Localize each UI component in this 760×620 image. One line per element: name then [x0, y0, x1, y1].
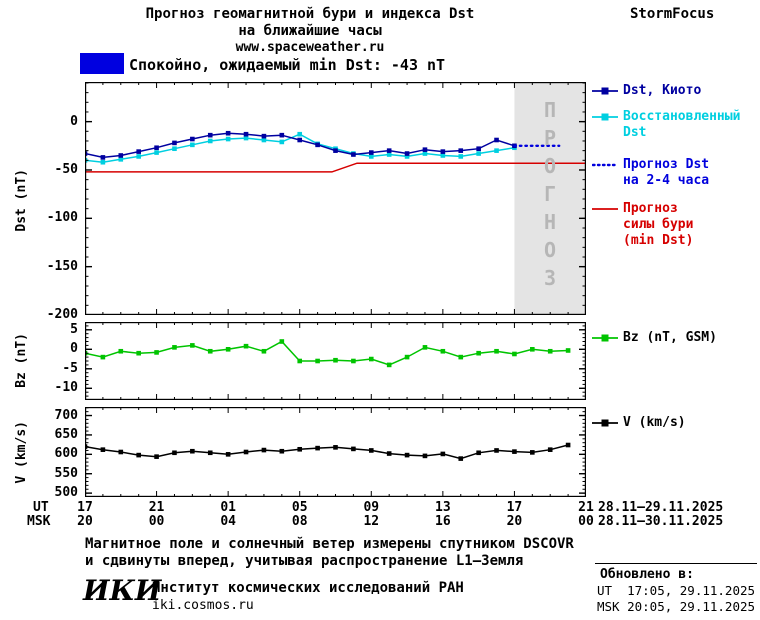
x-tick-label-ut: 21 [148, 500, 165, 515]
updated-divider [595, 563, 757, 564]
legend-forecast-storm: Прогноз силы бури (min Dst) [592, 201, 758, 249]
legend-bz: Bz (nT, GSM) [592, 330, 758, 346]
x-tick-label-msk: 20 [506, 514, 523, 529]
x-tick-label-msk: 04 [220, 514, 236, 529]
data-source-note-line1: Магнитное поле и солнечный ветер измерен… [85, 536, 574, 552]
updated-msk: MSK 20:05, 29.11.2025 [597, 599, 756, 614]
legend-forecast-dst-label: Прогноз Dst на 2-4 часа [623, 157, 710, 188]
bz-axis-label: Bz (nT) [14, 333, 29, 388]
v-chart [85, 407, 586, 497]
updated-ut: UT 17:05, 29.11.2025 [597, 583, 756, 598]
legend-dst-kyoto: Dst, Киото [592, 83, 758, 99]
y-tick-label: 500 [54, 485, 78, 501]
x-tick-label-msk: 00 [148, 514, 165, 529]
y-tick-label: -200 [46, 307, 78, 322]
x-tick-label-ut: 09 [363, 500, 380, 515]
x-tick-label-ut: 17 [77, 500, 93, 515]
legend-v-label: V (km/s) [623, 415, 686, 430]
status-text: Спокойно, ожидаемый min Dst: -43 nT [129, 56, 446, 74]
y-tick-label: -5 [62, 360, 78, 376]
x-tick-label-ut: 01 [220, 500, 236, 515]
legend-forecast-dst: Прогноз Dst на 2-4 часа [592, 157, 758, 189]
v-marker-icon [592, 419, 618, 427]
bz-chart [85, 322, 586, 400]
y-tick-label: -50 [54, 161, 78, 177]
msk-date-range: 28.11–30.11.2025 [598, 514, 724, 529]
x-tick-label-msk: 20 [77, 514, 93, 529]
legend-forecast-storm-label: Прогноз силы бури (min Dst) [623, 201, 694, 248]
x-tick-label-msk: 16 [435, 514, 451, 529]
y-tick-label: 0 [70, 341, 78, 357]
x-tick-label-ut: 13 [435, 500, 451, 515]
legend-restored-dst-label: Восстановленный Dst [623, 109, 741, 140]
brand-label: StormFocus [630, 6, 715, 22]
updated-label: Обновлено в: [600, 567, 694, 582]
y-tick-label: 5 [70, 321, 78, 337]
forecast-watermark: ПРОГНОЗ [543, 98, 557, 290]
x-tick-label-ut: 05 [291, 500, 308, 515]
msk-axis-label: MSK [27, 514, 51, 529]
restored-dst-marker-icon [592, 113, 618, 121]
x-tick-label-ut: 17 [506, 500, 523, 515]
dst-chart [85, 82, 586, 315]
bz-marker-icon [592, 334, 618, 342]
institute-site[interactable]: iki.cosmos.ru [152, 598, 254, 613]
y-tick-label: -100 [46, 210, 78, 226]
y-tick-label: 550 [54, 465, 78, 481]
y-tick-label: 0 [70, 113, 78, 129]
page-title-line2: на ближайшие часы [238, 23, 382, 39]
y-tick-label: -10 [54, 380, 78, 396]
legend-bz-label: Bz (nT, GSM) [623, 330, 717, 345]
x-tick-label-ut: 21 [578, 500, 594, 515]
legend-dst-kyoto-label: Dst, Киото [623, 83, 702, 98]
y-tick-label: -150 [46, 258, 78, 274]
y-tick-label: 650 [54, 426, 78, 442]
ut-axis-label: UT [33, 500, 49, 515]
x-tick-label-msk: 12 [363, 514, 380, 529]
x-tick-label-msk: 08 [291, 514, 308, 529]
institute-name: Институт космических исследований РАН [152, 580, 464, 596]
data-source-note-line2: и сдвинуты вперед, учитывая распростране… [85, 553, 524, 569]
forecast-storm-marker-icon [592, 208, 618, 210]
y-tick-label: 700 [54, 407, 78, 423]
forecast-dst-marker-icon [592, 163, 618, 167]
legend-restored-dst: Восстановленный Dst [592, 109, 758, 141]
iki-logo: ИКИ [83, 574, 162, 607]
page-title-line1: Прогноз геомагнитной бури и индекса Dst [145, 6, 475, 22]
x-tick-label-msk: 00 [578, 514, 594, 529]
v-axis-label: V (km/s) [14, 421, 29, 484]
status-color-box [80, 53, 124, 74]
dst-axis-label: Dst (nT) [14, 169, 29, 232]
dst-kyoto-marker-icon [592, 87, 618, 95]
y-tick-label: 600 [54, 446, 78, 462]
legend-v: V (km/s) [592, 415, 758, 431]
ut-date-range: 28.11–29.11.2025 [598, 500, 724, 515]
website-link[interactable]: www.spaceweather.ru [235, 40, 385, 55]
